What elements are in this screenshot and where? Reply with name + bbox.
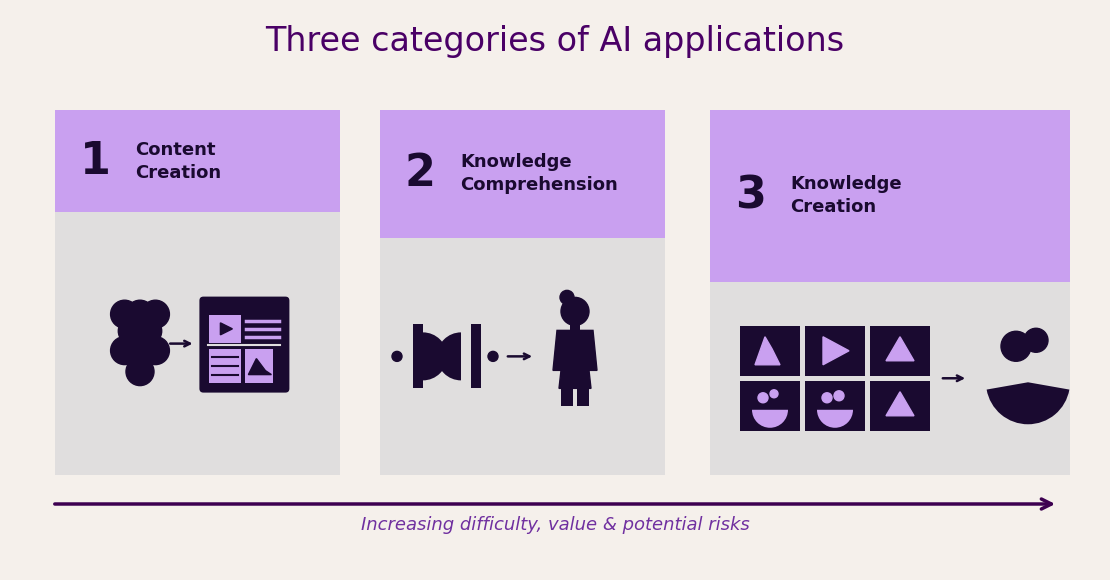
Bar — [870, 381, 930, 431]
Bar — [210, 315, 241, 343]
Wedge shape — [423, 332, 447, 380]
Bar — [561, 386, 573, 407]
Circle shape — [392, 351, 402, 361]
Polygon shape — [249, 358, 272, 375]
Circle shape — [111, 300, 139, 328]
Text: Content
Creation: Content Creation — [135, 140, 221, 182]
Bar — [380, 110, 665, 238]
Circle shape — [127, 336, 154, 365]
Circle shape — [127, 300, 154, 328]
Bar — [380, 110, 665, 475]
Polygon shape — [886, 337, 914, 361]
Bar — [805, 326, 865, 376]
Polygon shape — [221, 323, 232, 335]
Circle shape — [770, 390, 778, 398]
Text: 3: 3 — [735, 174, 766, 218]
Bar — [710, 110, 1070, 475]
Polygon shape — [823, 337, 849, 365]
Circle shape — [133, 317, 162, 345]
Bar — [805, 381, 865, 431]
Circle shape — [119, 317, 147, 345]
Text: 2: 2 — [405, 153, 436, 195]
Bar — [740, 381, 800, 431]
Bar — [56, 110, 340, 212]
Bar — [245, 349, 273, 383]
Text: 1: 1 — [80, 140, 111, 183]
Wedge shape — [437, 332, 461, 380]
Circle shape — [758, 393, 768, 403]
Text: Three categories of AI applications: Three categories of AI applications — [265, 25, 845, 58]
Polygon shape — [755, 337, 780, 365]
Circle shape — [1001, 331, 1031, 361]
Circle shape — [834, 391, 844, 401]
Circle shape — [561, 291, 574, 304]
Circle shape — [1025, 328, 1048, 352]
Bar — [413, 324, 423, 389]
Bar — [210, 349, 241, 383]
Circle shape — [127, 358, 154, 386]
Polygon shape — [886, 392, 914, 416]
Bar — [56, 110, 340, 475]
Wedge shape — [817, 410, 852, 428]
Circle shape — [141, 336, 170, 365]
Bar — [870, 326, 930, 376]
FancyBboxPatch shape — [200, 296, 290, 393]
Bar — [471, 324, 481, 389]
Text: Knowledge
Creation: Knowledge Creation — [790, 175, 901, 216]
Circle shape — [823, 393, 832, 403]
Bar — [740, 326, 800, 376]
Text: Knowledge
Comprehension: Knowledge Comprehension — [460, 154, 618, 194]
Polygon shape — [559, 371, 591, 389]
Polygon shape — [553, 331, 597, 371]
Bar — [710, 110, 1070, 281]
Bar — [571, 313, 581, 331]
Wedge shape — [987, 382, 1069, 425]
Circle shape — [488, 351, 498, 361]
Circle shape — [111, 336, 139, 365]
Circle shape — [561, 298, 589, 325]
Wedge shape — [751, 410, 788, 428]
Bar — [577, 386, 589, 407]
Text: Increasing difficulty, value & potential risks: Increasing difficulty, value & potential… — [361, 516, 749, 534]
Circle shape — [141, 300, 170, 328]
